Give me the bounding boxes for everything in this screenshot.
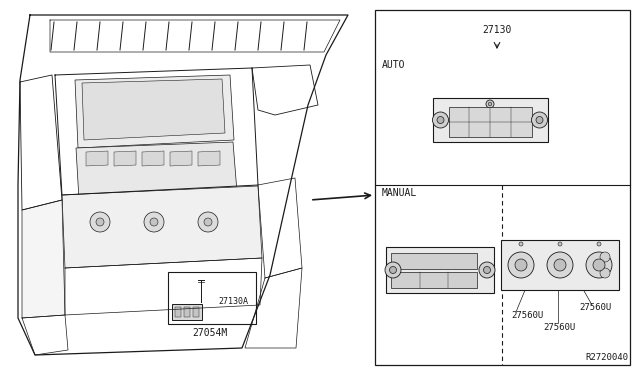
Text: AUTO: AUTO: [382, 60, 406, 70]
Bar: [433, 98, 547, 142]
Circle shape: [488, 102, 492, 106]
Circle shape: [547, 252, 573, 278]
Bar: [184, 307, 190, 317]
Circle shape: [390, 266, 397, 273]
Circle shape: [486, 100, 494, 108]
Text: 27130A: 27130A: [218, 298, 248, 307]
Circle shape: [508, 252, 534, 278]
Circle shape: [558, 242, 562, 246]
Polygon shape: [62, 186, 262, 268]
Bar: [391, 253, 477, 269]
Circle shape: [597, 242, 601, 246]
Circle shape: [437, 116, 444, 124]
Circle shape: [593, 259, 605, 271]
Text: 27130: 27130: [483, 25, 512, 35]
Polygon shape: [114, 151, 136, 166]
Circle shape: [600, 268, 610, 278]
Bar: [386, 247, 494, 293]
Polygon shape: [75, 75, 234, 148]
Circle shape: [204, 218, 212, 226]
Circle shape: [433, 112, 449, 128]
Circle shape: [90, 212, 110, 232]
Circle shape: [96, 218, 104, 226]
Circle shape: [198, 212, 218, 232]
Text: R2720040: R2720040: [585, 353, 628, 362]
Text: MANUAL: MANUAL: [382, 188, 417, 198]
Circle shape: [385, 262, 401, 278]
Polygon shape: [76, 142, 237, 200]
Text: 27560U: 27560U: [579, 304, 611, 312]
Circle shape: [536, 116, 543, 124]
Bar: [193, 307, 199, 317]
Circle shape: [515, 259, 527, 271]
Polygon shape: [86, 151, 108, 166]
Bar: [168, 272, 256, 324]
Circle shape: [600, 252, 610, 262]
Text: 27560U: 27560U: [511, 311, 543, 321]
Circle shape: [554, 259, 566, 271]
Bar: [375, 10, 630, 365]
Text: 27560U: 27560U: [543, 323, 575, 331]
Bar: [391, 272, 477, 288]
Polygon shape: [170, 151, 192, 166]
Polygon shape: [142, 151, 164, 166]
Circle shape: [519, 242, 523, 246]
Circle shape: [150, 218, 158, 226]
Circle shape: [586, 252, 612, 278]
Polygon shape: [198, 151, 220, 166]
Circle shape: [479, 262, 495, 278]
Polygon shape: [22, 200, 65, 318]
Bar: [172, 304, 202, 320]
Bar: [449, 107, 531, 137]
Bar: [175, 307, 181, 317]
Circle shape: [483, 266, 490, 273]
Circle shape: [144, 212, 164, 232]
Bar: [501, 240, 619, 290]
Circle shape: [531, 112, 547, 128]
Polygon shape: [82, 79, 225, 140]
Text: 27054M: 27054M: [193, 328, 228, 338]
